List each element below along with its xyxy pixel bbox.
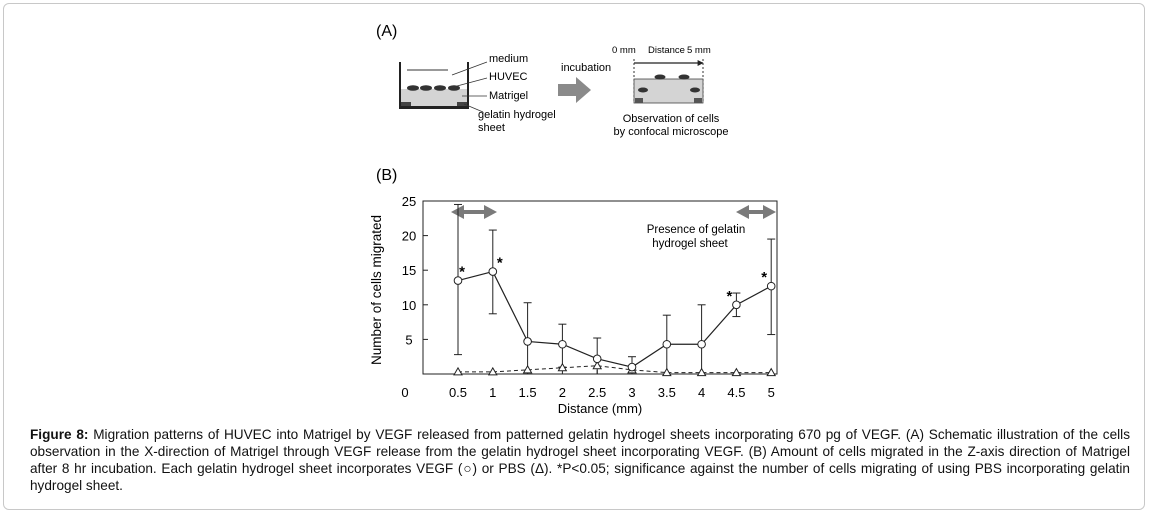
pbs-series-line	[458, 365, 772, 374]
huvec-cell	[420, 85, 432, 91]
x-axis-label: Distance (mm)	[558, 401, 643, 416]
label-huvec: HUVEC	[489, 71, 528, 83]
huvec-cell	[448, 85, 460, 91]
hydrogel-sheet-left	[401, 102, 411, 106]
figure-caption: Figure 8: Migration patterns of HUVEC in…	[30, 426, 1130, 494]
x-tick-label: 3.5	[658, 385, 676, 400]
pbs-data-point	[487, 366, 498, 376]
sheet-block-left	[635, 98, 643, 103]
vegf-data-point	[732, 300, 741, 310]
label-matrigel: Matrigel	[489, 90, 528, 102]
x-tick-label: 3	[628, 385, 635, 400]
x-tick-label: 2.5	[588, 385, 606, 400]
distance-end-label: 5 mm	[687, 45, 711, 56]
huvec-cell	[407, 85, 419, 91]
figure-graphic: (A) medium HUVEC Matrigel gelatin hydrog…	[369, 23, 778, 416]
caption-label: Figure 8:	[30, 427, 89, 442]
matrigel-layer	[401, 89, 467, 106]
vegf-data-point	[558, 339, 567, 349]
huvec-cell	[434, 85, 446, 91]
hydrogel-sheet-right	[457, 102, 467, 106]
pbs-data-point	[453, 366, 463, 376]
vegf-data-point	[592, 354, 602, 364]
observed-cell	[678, 74, 690, 80]
x-tick-label: 0.5	[449, 385, 467, 400]
vegf-data-point	[627, 362, 637, 372]
pbs-data-point	[592, 360, 603, 370]
well-bottom	[400, 106, 468, 109]
x-tick-label: 4	[698, 385, 705, 400]
y-tick-label: 20	[402, 229, 416, 244]
sheet-annotation-line-2: hydrogel sheet	[652, 238, 728, 250]
vegf-data-point	[453, 276, 463, 285]
observed-cell	[654, 74, 666, 80]
pbs-data-point	[557, 362, 568, 372]
y-tick-label: 25	[402, 194, 416, 209]
sheet-annotation-line-1: Presence of gelatin	[647, 224, 745, 236]
label-sheet: sheet	[478, 122, 505, 134]
observed-cell	[690, 87, 700, 93]
panel-b: (B) Number of cells migrated Distance (m…	[369, 167, 778, 416]
x-tick-label: 4.5	[727, 385, 745, 400]
y-axis-label: Number of cells migrated	[369, 215, 384, 365]
pbs-data-point	[731, 367, 742, 377]
significance-asterisk: *	[497, 255, 503, 272]
y-tick-label: 5	[405, 332, 412, 347]
x-tick-label: 2	[559, 385, 566, 400]
panel-b-label: (B)	[376, 167, 397, 184]
x-origin-label: 0	[401, 385, 408, 400]
vegf-data-point	[523, 337, 532, 346]
incubation-label: incubation	[561, 62, 611, 74]
caption-text: Migration patterns of HUVEC into Matrige…	[30, 427, 1131, 493]
label-medium: medium	[489, 53, 528, 65]
observation-line-1: Observation of cells	[623, 113, 720, 125]
distance-label: Distance	[648, 45, 685, 56]
label-gelatin-hydrogel: gelatin hydrogel	[478, 109, 556, 121]
observation-line-2: by confocal microscope	[614, 126, 729, 138]
y-tick-label: 15	[402, 263, 416, 278]
vegf-data-point	[697, 339, 706, 349]
panel-a-label: (A)	[376, 23, 397, 40]
pbs-data-point	[522, 364, 533, 374]
vegf-data-point	[766, 281, 776, 291]
plot-border	[422, 200, 778, 375]
pbs-data-point	[696, 367, 707, 377]
vegf-data-point	[662, 339, 672, 349]
well-schematic	[399, 61, 488, 113]
pbs-data-point	[766, 367, 777, 377]
distance-start-label: 0 mm	[612, 45, 636, 56]
leader-line	[463, 103, 484, 113]
significance-asterisk: *	[459, 264, 465, 281]
leader-line	[451, 61, 488, 76]
x-tick-label: 5	[768, 385, 775, 400]
vegf-data-point	[488, 267, 498, 276]
significance-asterisk: *	[726, 288, 732, 305]
vegf-series-line	[457, 270, 772, 368]
x-tick-label: 1	[489, 385, 496, 400]
y-tick-label: 10	[402, 298, 416, 313]
incubation-arrow	[558, 77, 591, 103]
pbs-data-point	[661, 367, 672, 377]
sheet-position-arrow-right	[736, 205, 776, 219]
leader-line	[456, 77, 488, 87]
observed-cell	[638, 87, 648, 93]
sheet-block-right	[694, 98, 702, 103]
panel-a: (A) medium HUVEC Matrigel gelatin hydrog…	[376, 23, 728, 138]
significance-asterisk: *	[761, 269, 767, 286]
x-tick-label: 1.5	[519, 385, 537, 400]
